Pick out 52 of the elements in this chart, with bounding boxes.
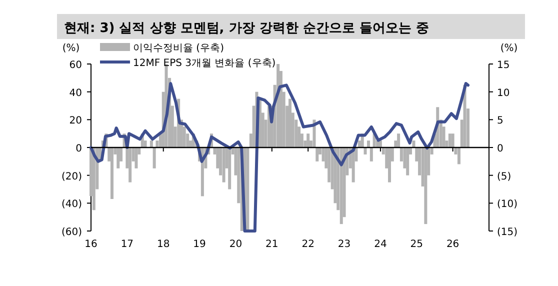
y2-tick-label: 15 <box>497 60 510 71</box>
bar <box>128 148 132 182</box>
bar <box>406 148 410 176</box>
x-tick-label: 23 <box>338 239 351 250</box>
x-tick-label: 22 <box>302 239 314 250</box>
bar <box>457 148 460 164</box>
chart-title: 현재: 3) 실적 상향 모멘텀, 가장 강력한 순간으로 들어오는 중 <box>64 21 429 36</box>
y-tick-label: 20 <box>69 116 82 127</box>
bar <box>448 134 452 148</box>
x-tick-label: 24 <box>374 239 387 250</box>
y-tick-label: 0 <box>76 144 82 154</box>
x-tick-label: 21 <box>266 239 278 250</box>
legend-label: 이익수정비율 (우축) <box>133 43 224 54</box>
x-tick-label: 16 <box>84 239 98 250</box>
y2-tick-label: (10) <box>497 199 518 210</box>
bar <box>316 148 319 162</box>
x-tick-label: 17 <box>120 239 134 250</box>
bar <box>424 148 428 224</box>
y-tick-label: (40) <box>61 199 82 210</box>
bar <box>397 134 400 148</box>
bar <box>150 140 153 148</box>
y2-tick-label: (5) <box>497 171 512 182</box>
y2-tick-label: 10 <box>497 88 510 99</box>
x-tick-label: 26 <box>446 239 460 250</box>
line-series <box>90 82 470 232</box>
bar <box>116 148 120 168</box>
y-tick-label: 40 <box>69 88 82 99</box>
bar <box>388 148 391 182</box>
bar <box>340 148 343 224</box>
y-tick-label: (60) <box>61 227 82 238</box>
bar <box>364 148 367 154</box>
x-tick-label: 18 <box>156 239 170 250</box>
y2-tick-label: (15) <box>497 227 518 238</box>
y-tick-label: (20) <box>61 171 82 182</box>
bar <box>412 140 416 148</box>
y-tick-label: 60 <box>69 60 82 71</box>
bar <box>228 148 232 190</box>
bar <box>110 148 114 199</box>
legend-label: 12MF EPS 3개월 변화율 (우축) <box>133 58 276 69</box>
x-tick-label: 25 <box>410 239 424 250</box>
x-tick-label: 19 <box>193 239 206 250</box>
bar <box>370 148 373 162</box>
y-axis-title: (%) <box>62 43 80 54</box>
bar <box>246 148 250 231</box>
y2-axis-title: (%) <box>500 43 518 54</box>
bar <box>367 140 370 148</box>
y2-tick-label: 0 <box>497 144 504 154</box>
bar <box>288 98 292 148</box>
bar <box>306 134 310 148</box>
y2-tick-label: 5 <box>497 116 504 127</box>
x-tick-label: 20 <box>229 239 242 250</box>
bar <box>134 148 138 168</box>
